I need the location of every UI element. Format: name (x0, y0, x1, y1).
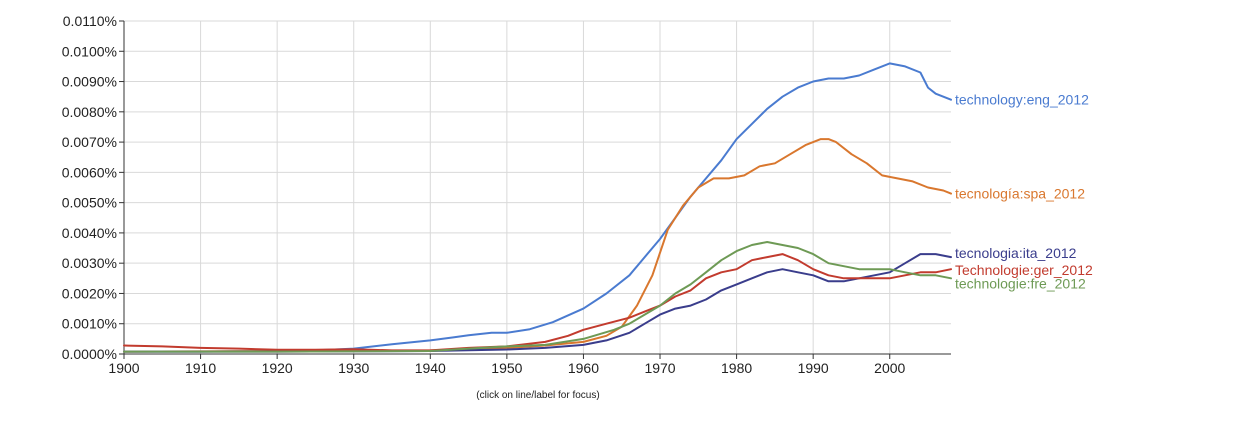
x-tick-labels: 1900 1910 1920 1930 1940 1950 1960 1970 1980 1990… (108, 360, 905, 376)
y-tick-label: 0.0100% (62, 43, 117, 59)
y-tick-label: 0.0090% (62, 74, 117, 90)
x-tick-label: 1960 (568, 360, 599, 376)
x-tick-label: 1910 (185, 360, 216, 376)
x-tick-label: 1930 (338, 360, 369, 376)
series-labels[interactable]: technology:eng_2012 tecnología:spa_2012te… (955, 92, 1093, 292)
y-tick-labels: 0.0000% 0.0010% 0.0020% 0.0030% 0.0040% 0.005… (62, 13, 117, 362)
series-label-spa_2012[interactable]: tecnología:spa_2012 (955, 186, 1085, 202)
series-label-fre_2012[interactable]: technologie:fre_2012 (955, 275, 1086, 291)
focus-hint: (click on line/label for focus) (476, 390, 599, 401)
y-tick-label: 0.0050% (62, 195, 117, 211)
series-line-ger_2012[interactable] (123, 253, 952, 352)
y-tick-label: 0.0080% (62, 104, 117, 120)
series-line-ita_2012[interactable] (123, 253, 952, 353)
axes (119, 20, 951, 359)
x-tick-label: 1980 (721, 360, 752, 376)
y-tick-label: 0.0060% (62, 164, 117, 180)
y-tick-label: 0.0110% (63, 13, 117, 29)
series-lines[interactable] (123, 62, 952, 353)
y-tick-label: 0.0000% (62, 346, 117, 362)
x-tick-label: 1970 (644, 360, 675, 376)
y-tick-label: 0.0020% (62, 285, 117, 301)
x-tick-label: 1950 (491, 360, 522, 376)
grid (123, 20, 951, 355)
series-line-spa_2012[interactable] (123, 138, 952, 353)
x-tick-label: 1920 (262, 360, 293, 376)
series-line-eng_2012[interactable] (123, 62, 952, 353)
x-tick-label: 1940 (415, 360, 446, 376)
x-tick-label: 2000 (874, 360, 905, 376)
y-tick-label: 0.0010% (62, 316, 117, 332)
x-tick-label: 1990 (798, 360, 829, 376)
series-line-fre_2012[interactable] (123, 241, 952, 353)
y-tick-label: 0.0040% (62, 225, 117, 241)
y-tick-label: 0.0070% (62, 134, 117, 150)
series-label-eng_2012[interactable]: technology:eng_2012 (955, 92, 1089, 108)
series-label-ger_2012[interactable]: Technologie:ger_2012 (955, 262, 1093, 278)
y-tick-label: 0.0030% (62, 255, 117, 271)
x-tick-label: 1900 (108, 360, 139, 376)
series-label-ita_2012[interactable]: tecnologia:ita_2012 (955, 245, 1077, 261)
